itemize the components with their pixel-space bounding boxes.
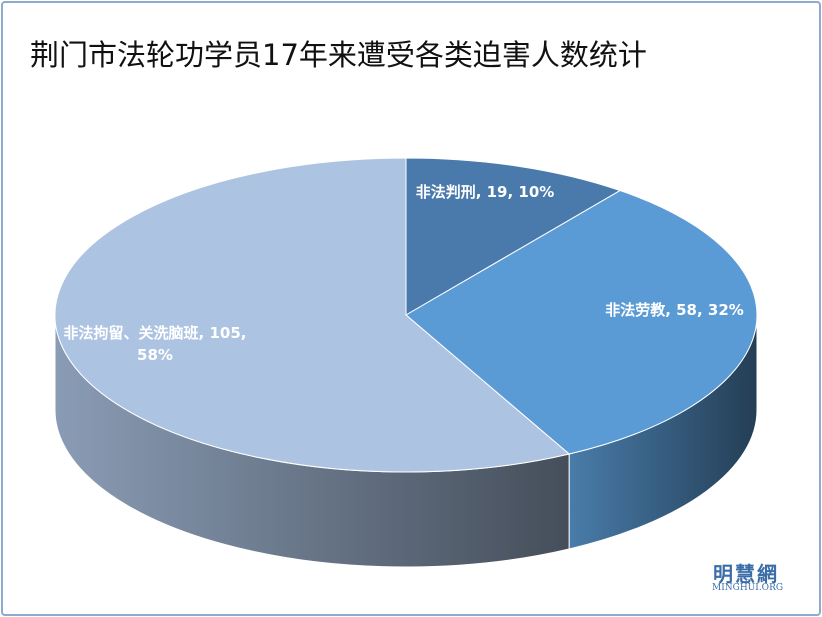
slice [405,190,758,455]
data-label: 非法劳教, 58, 32% [605,301,744,319]
watermark: 明慧網 [713,562,779,586]
slice [54,157,571,473]
data-label: 非法拘留、关洗脑班, 105, 58% [63,324,247,364]
chart-title: 荆门市法轮功学员17年来遭受各类迫害人数统计 [30,38,647,72]
data-label: 非法判刑, 19, 10% [415,183,555,201]
slice [405,157,622,316]
watermark-url: MINGHUI.ORG [712,583,784,593]
